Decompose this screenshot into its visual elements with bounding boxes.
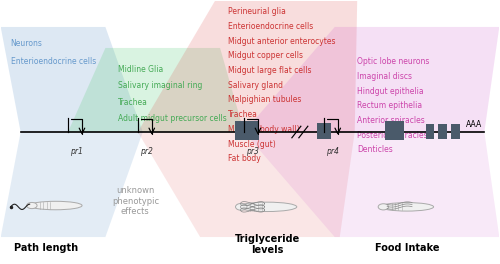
Polygon shape <box>0 27 143 132</box>
Text: Midline Glia: Midline Glia <box>118 65 163 74</box>
Polygon shape <box>0 132 143 237</box>
Text: Salivary gland: Salivary gland <box>228 81 282 90</box>
Text: pr2: pr2 <box>140 147 153 156</box>
Bar <box>235 121 259 140</box>
Bar <box>318 123 332 139</box>
Ellipse shape <box>236 204 247 210</box>
Ellipse shape <box>26 202 37 209</box>
Polygon shape <box>68 48 244 132</box>
Ellipse shape <box>238 202 297 211</box>
Text: Optic lobe neurons: Optic lobe neurons <box>357 57 430 66</box>
Ellipse shape <box>378 204 388 210</box>
Text: Fat body: Fat body <box>228 154 260 163</box>
Text: Midgut anterior enterocytes: Midgut anterior enterocytes <box>228 37 335 46</box>
Text: Malpighian tubules: Malpighian tubules <box>228 96 301 105</box>
Polygon shape <box>138 132 354 237</box>
Polygon shape <box>244 27 500 132</box>
Text: Posterior spiracles: Posterior spiracles <box>357 131 428 140</box>
Text: Neurons: Neurons <box>10 39 42 48</box>
Text: pr4: pr4 <box>326 147 339 156</box>
Text: Food Intake: Food Intake <box>375 243 440 253</box>
Text: Path length: Path length <box>14 243 78 253</box>
Text: pr1: pr1 <box>70 147 84 156</box>
Bar <box>384 121 404 140</box>
Text: Triglyceride
levels: Triglyceride levels <box>235 234 300 256</box>
Bar <box>438 124 447 139</box>
Text: Midgut copper cells: Midgut copper cells <box>228 51 302 60</box>
Ellipse shape <box>29 201 82 210</box>
Text: Trachea: Trachea <box>228 110 258 119</box>
Text: Perineurial glia: Perineurial glia <box>228 7 286 16</box>
Text: Anterior spiracles: Anterior spiracles <box>357 116 425 125</box>
Text: Muscle (body wall): Muscle (body wall) <box>228 125 299 134</box>
Text: pr3: pr3 <box>246 147 260 156</box>
Text: Denticles: Denticles <box>357 145 393 154</box>
Text: Enterioendocrine cells: Enterioendocrine cells <box>10 57 96 66</box>
Polygon shape <box>244 132 500 237</box>
Text: Hindgut epithelia: Hindgut epithelia <box>357 87 424 96</box>
Text: Rectum epithelia: Rectum epithelia <box>357 101 422 110</box>
Text: Imaginal discs: Imaginal discs <box>357 72 412 81</box>
Text: unknown
phenotypic
effects: unknown phenotypic effects <box>112 186 159 216</box>
Text: Adult midgut precursor cells: Adult midgut precursor cells <box>118 114 226 123</box>
Text: AAA: AAA <box>466 120 482 129</box>
Ellipse shape <box>380 202 434 211</box>
Polygon shape <box>138 1 357 132</box>
Text: Enterioendocrine cells: Enterioendocrine cells <box>228 22 313 31</box>
Bar <box>452 124 460 139</box>
Text: Midgut large flat cells: Midgut large flat cells <box>228 66 311 75</box>
Text: Muscle (gut): Muscle (gut) <box>228 140 276 149</box>
Bar <box>426 124 434 139</box>
Text: Trachea: Trachea <box>118 98 148 107</box>
Text: Salivary imaginal ring: Salivary imaginal ring <box>118 81 202 90</box>
